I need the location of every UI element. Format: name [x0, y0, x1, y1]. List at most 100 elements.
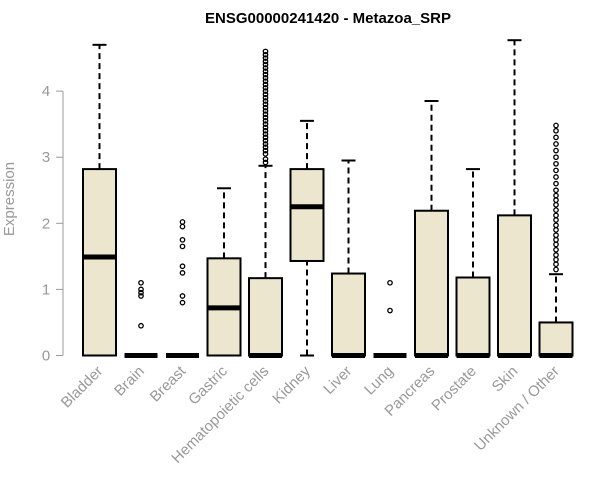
outlier-point	[179, 223, 186, 230]
box-brain	[124, 279, 158, 358]
y-axis: 0 1 2 3 4	[42, 83, 64, 365]
y-tick-label: 2	[42, 215, 50, 232]
outlier-point	[262, 156, 269, 163]
outlier-point	[179, 243, 186, 250]
outlier-point	[387, 307, 393, 314]
x-tick-label: Bladder	[58, 363, 107, 412]
outlier-point	[262, 121, 269, 128]
outlier-point	[262, 61, 269, 68]
outlier-point	[553, 167, 559, 174]
iqr-box	[82, 168, 117, 357]
outlier-point	[553, 180, 559, 187]
outlier-point	[553, 261, 559, 268]
outlier-point	[262, 101, 269, 108]
outlier-point	[262, 78, 269, 85]
outlier-point	[553, 217, 559, 223]
outlier-point	[262, 131, 269, 137]
box-breast	[166, 219, 199, 358]
outlier-point	[553, 207, 559, 213]
y-tick-label: 4	[42, 83, 50, 100]
outlier-point	[553, 160, 559, 167]
outlier-point	[262, 108, 269, 114]
outlier-point	[262, 68, 269, 75]
outlier-point	[262, 51, 269, 58]
outlier-point	[553, 174, 559, 180]
iqr-box	[331, 272, 366, 357]
box-lung	[373, 279, 407, 358]
outlier-point	[553, 134, 559, 141]
outlier-point	[262, 94, 269, 101]
outlier-point	[553, 236, 559, 243]
outlier-point	[553, 256, 559, 263]
outlier-point	[262, 58, 269, 65]
outlier-point	[262, 137, 269, 144]
outlier-point	[138, 293, 144, 299]
box-skin	[497, 39, 532, 358]
box-hematopoietic-cells	[248, 48, 283, 358]
outlier-point	[262, 144, 269, 151]
box-pancreas	[414, 100, 449, 358]
outlier-point	[138, 289, 144, 296]
outlier-point	[553, 201, 559, 208]
outlier-point	[553, 252, 559, 258]
x-tick-label: Liver	[320, 363, 355, 398]
outlier-point	[553, 266, 559, 273]
outlier-point	[262, 114, 269, 121]
outlier-point	[262, 48, 269, 55]
box-kidney	[289, 119, 325, 357]
outlier-point	[179, 293, 186, 299]
iqr-box	[538, 321, 574, 357]
outlier-point	[262, 117, 269, 124]
outlier-point	[138, 279, 144, 286]
box-liver	[331, 159, 366, 358]
iqr-box	[455, 276, 491, 357]
outlier-point	[179, 219, 186, 225]
x-tick-label: Breast	[147, 362, 190, 405]
outlier-point	[262, 147, 269, 154]
y-axis-label: Expression	[1, 162, 18, 236]
outlier-point	[262, 91, 269, 98]
outlier-point	[553, 154, 559, 161]
x-tick-label: Brain	[111, 363, 148, 400]
outlier-point	[553, 227, 559, 233]
iqr-box	[289, 168, 325, 262]
outlier-point	[179, 270, 186, 276]
outlier-point	[553, 192, 559, 199]
outlier-point	[553, 212, 559, 219]
outlier-point	[179, 236, 186, 243]
outlier-point	[262, 151, 269, 157]
iqr-box	[414, 209, 449, 357]
outlier-point	[262, 104, 269, 111]
outlier-point	[262, 81, 269, 88]
box-gastric	[206, 187, 242, 357]
outlier-point	[553, 127, 559, 134]
outlier-point	[262, 134, 269, 141]
outlier-point	[262, 75, 269, 81]
box-unknown-other	[538, 122, 574, 358]
outlier-point	[262, 71, 269, 78]
boxes-group	[82, 39, 574, 358]
outlier-point	[553, 241, 559, 248]
outlier-point	[262, 111, 269, 118]
y-tick-label: 0	[42, 348, 50, 365]
outlier-point	[262, 98, 269, 104]
outlier-point	[553, 197, 559, 204]
x-tick-label: Skin	[489, 363, 522, 396]
outlier-point	[553, 222, 559, 229]
outlier-point	[138, 286, 144, 293]
outlier-point	[262, 55, 269, 61]
outlier-point	[387, 279, 393, 286]
box-bladder	[82, 43, 117, 357]
x-tick-label: Kidney	[269, 362, 314, 407]
outlier-point	[553, 232, 559, 239]
outlier-point	[262, 127, 269, 134]
outlier-point	[262, 88, 269, 94]
outlier-point	[179, 263, 186, 270]
outlier-point	[553, 141, 559, 147]
y-tick-label: 3	[42, 149, 50, 166]
outlier-point	[553, 246, 559, 253]
box-prostate	[455, 168, 491, 358]
outlier-point	[262, 84, 269, 91]
iqr-box	[497, 214, 532, 357]
